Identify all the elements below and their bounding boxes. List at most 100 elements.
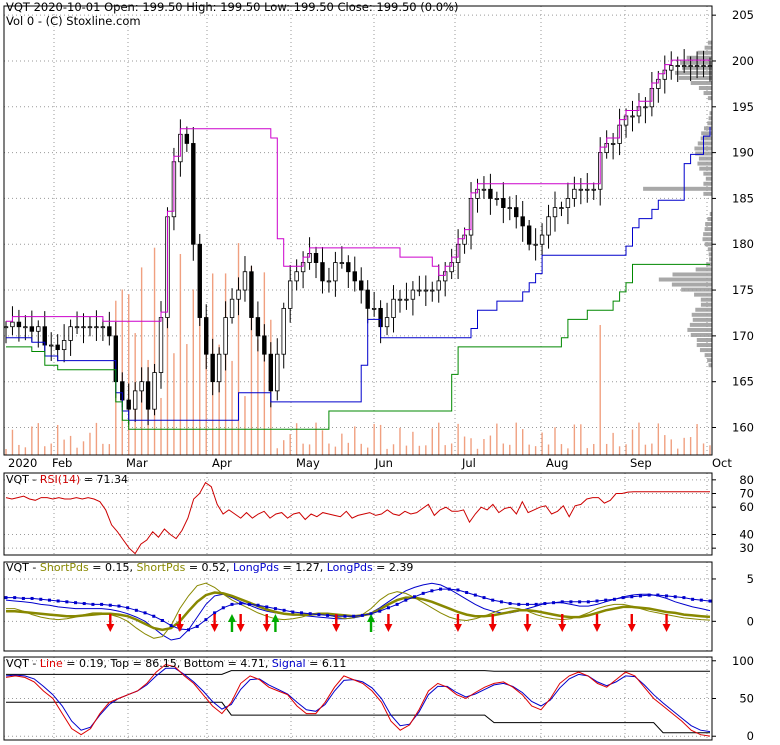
volume-profile-bar [703, 126, 712, 131]
volume-profile-bar [697, 141, 712, 146]
candle-body [223, 317, 228, 355]
volume-profile-bar [707, 217, 712, 222]
volume-profile-bar [674, 70, 712, 75]
volume-profile-bar [698, 86, 712, 91]
volume-profile-bar [704, 353, 712, 358]
candle-body [23, 326, 28, 329]
volume-bar [580, 424, 582, 455]
candle-body [520, 216, 525, 227]
long-pds-marker [586, 600, 590, 604]
volume-bar [399, 427, 401, 455]
volume-bar [341, 433, 343, 455]
stoch-bottom-line [6, 701, 710, 734]
volume-bar [438, 422, 440, 455]
volume-bar [412, 431, 414, 455]
long-pds-marker [169, 624, 173, 628]
candle-body [255, 317, 261, 337]
volume-profile-bar [691, 312, 712, 317]
long-pds-marker [647, 593, 651, 597]
long-pds-marker [291, 610, 295, 614]
volume-bar [593, 443, 595, 455]
lower-band-line [6, 127, 711, 421]
volume-bar [702, 443, 705, 455]
candle-body [533, 243, 538, 246]
volume-bar [509, 444, 511, 455]
candle-body [145, 381, 151, 410]
long-pds-marker [134, 608, 138, 612]
long-pds-marker [221, 606, 225, 610]
long-pds-marker [126, 606, 130, 610]
long-pds-marker [673, 595, 677, 599]
candle-body [346, 262, 351, 273]
volume-bar [638, 422, 640, 455]
candle-body [333, 262, 338, 282]
candle-body [158, 317, 164, 373]
volume-profile-bar [708, 363, 712, 368]
long-pds-marker [708, 599, 712, 603]
long-pds-marker [508, 602, 512, 606]
volume-bar [476, 448, 479, 455]
volume-profile-bar [699, 166, 712, 171]
volume-bar [315, 422, 317, 455]
rsi-tick-label: 80 [739, 473, 754, 487]
volume-bar [605, 443, 608, 455]
candle-body [404, 298, 409, 301]
volume-profile-bar [699, 348, 712, 353]
volume-bar [651, 443, 653, 455]
long-pds-marker [247, 602, 251, 606]
candle-body [669, 65, 674, 71]
long-pds-marker [404, 598, 408, 602]
volume-profile-bar [700, 136, 712, 141]
volume-bar [289, 434, 291, 455]
long-pds-marker [612, 597, 616, 601]
candle-body [55, 344, 60, 351]
candle-body [81, 326, 86, 329]
volume-profile-bar [643, 186, 712, 191]
x-axis-label: Oct [712, 456, 732, 470]
volume-bar [308, 444, 311, 455]
candle-body [210, 353, 215, 383]
volume-bar [11, 429, 14, 455]
long-pds-marker [665, 594, 669, 598]
volume-profile-bar [708, 252, 712, 257]
candle-body [494, 198, 500, 200]
long-pds-marker [430, 589, 434, 593]
volume-profile-bar [697, 50, 712, 55]
volume-bar [664, 435, 666, 455]
candle-body [249, 271, 254, 318]
long-pds-marker [352, 614, 356, 618]
price-tick-label: 205 [732, 8, 754, 22]
volume-bar [108, 444, 111, 455]
volume-bar [444, 445, 446, 455]
volume-bar [257, 339, 259, 455]
volume-bar [418, 445, 421, 455]
volume-bar [347, 442, 350, 455]
volume-profile-bar [658, 277, 712, 282]
volume-bar [295, 423, 298, 455]
long-pds-marker [230, 602, 234, 606]
candle-body [87, 326, 93, 329]
stoch-tick-label: 100 [732, 654, 754, 668]
long-pds-marker [621, 596, 625, 600]
volume-bar [689, 437, 692, 455]
long-pds-marker [152, 614, 156, 618]
candle-body [565, 198, 571, 208]
down-arrow-icon [662, 614, 671, 632]
long-pds-marker [569, 600, 573, 604]
volume-bar [37, 423, 39, 455]
volume-bar [263, 272, 266, 455]
long-pds-marker [282, 608, 286, 612]
long-pds-marker [552, 601, 556, 605]
long-band-line [6, 263, 710, 430]
x-axis-label: 2020 [8, 456, 37, 470]
candle-body [436, 280, 441, 291]
candle-body [630, 115, 635, 118]
volume-profile-bar [695, 307, 712, 312]
volume-bar [205, 316, 207, 455]
long-pds-marker [273, 607, 277, 611]
volume-bar [250, 266, 253, 455]
volume-bar [179, 253, 182, 455]
candle-body [681, 65, 687, 67]
price-panel: 160 165 170 175 180 185 190 195 200 205 2020 Feb Mar… [3, 5, 754, 470]
